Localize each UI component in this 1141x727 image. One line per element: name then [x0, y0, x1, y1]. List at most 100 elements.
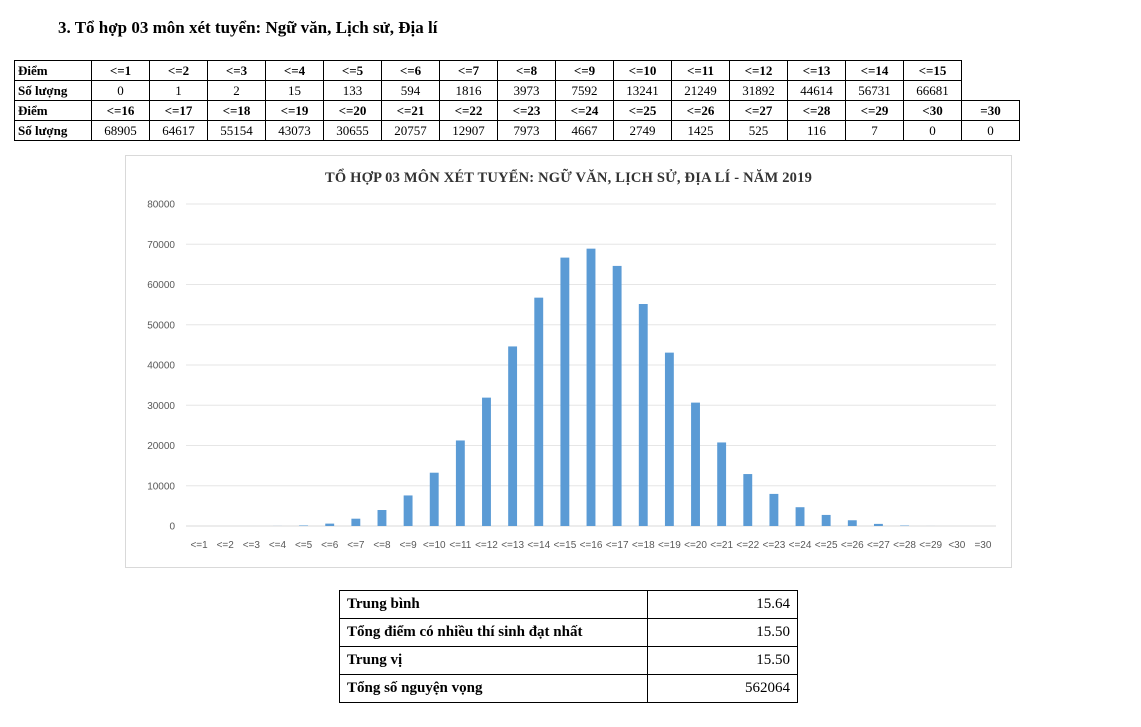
chart-plot: 0 10000 20000 30000 40000 50000 60000 70000 8000…: [147, 200, 996, 551]
x-tick-label: <=2: [217, 540, 235, 551]
score-cell: <=9: [555, 60, 614, 81]
count-cell: 4667: [555, 120, 614, 141]
score-cell: <=5: [323, 60, 382, 81]
count-cell: 525: [729, 120, 788, 141]
x-tick-label: <=25: [815, 540, 838, 551]
x-tick-label: <=4: [269, 540, 287, 551]
count-cell: 133: [323, 80, 382, 101]
x-tick-label: <=16: [580, 540, 603, 551]
bar: [482, 397, 491, 526]
x-tick-label: <=5: [295, 540, 313, 551]
stats-row: Trung vị 15.50: [339, 646, 798, 675]
x-tick-label: <=23: [762, 540, 785, 551]
score-distribution-table: Điểm <=1 <=2 <=3 <=4 <=5 <=6 <=7 <=8 <=9 <=10 <=11 <…: [14, 60, 1020, 141]
bar: [325, 523, 335, 526]
stats-row: Tổng điểm có nhiều thí sinh đạt nhất 15.5…: [339, 618, 798, 647]
count-row: Số lượng 0 1 2 15 133 594 1816 3973 7592 13241 2124…: [14, 80, 1020, 101]
bar: [638, 304, 648, 526]
score-cell: <=12: [729, 60, 788, 81]
score-cell: <=27: [729, 100, 788, 121]
stats-label: Trung bình: [339, 590, 648, 619]
count-cell: 30655: [323, 120, 382, 141]
x-tick-label: <=19: [658, 540, 681, 551]
score-cell: =30: [961, 100, 1020, 121]
count-cell: 0: [903, 120, 962, 141]
score-cell: <=24: [555, 100, 614, 121]
score-cell: <=16: [91, 100, 150, 121]
bar: [612, 265, 622, 526]
bar: [351, 518, 361, 526]
score-cell: <=8: [497, 60, 556, 81]
y-tick-label: 30000: [147, 401, 175, 412]
bar: [873, 523, 883, 526]
bar: [586, 248, 596, 526]
count-cell: 0: [91, 80, 150, 101]
bar: [821, 514, 831, 526]
count-cell: 68905: [91, 120, 150, 141]
score-cell: <=21: [381, 100, 440, 121]
score-cell: <=3: [207, 60, 266, 81]
bar: [403, 495, 413, 526]
score-row-label: Điểm: [14, 100, 92, 121]
count-cell: 44614: [787, 80, 846, 101]
x-tick-label: <=24: [789, 540, 812, 551]
bar: [429, 472, 439, 526]
count-cell: 7: [845, 120, 904, 141]
score-cell: <=23: [497, 100, 556, 121]
x-tick-label: <=3: [243, 540, 261, 551]
count-row-label: Số lượng: [14, 80, 92, 101]
count-row: Số lượng 68905 64617 55154 43073 30655 20757 12…: [14, 120, 1020, 141]
stats-row: Tổng số nguyện vọng 562064: [339, 674, 798, 703]
count-cell: 7973: [497, 120, 556, 141]
x-tick-label: <=12: [475, 540, 498, 551]
y-tick-label: 60000: [147, 280, 175, 291]
count-cell: 15: [265, 80, 324, 101]
count-cell: 3973: [497, 80, 556, 101]
x-tick-label: <=7: [347, 540, 365, 551]
stats-value: 15.50: [647, 618, 798, 647]
count-cell: 2: [207, 80, 266, 101]
count-cell: 66681: [903, 80, 962, 101]
y-tick-label: 80000: [147, 200, 175, 211]
count-cell: 116: [787, 120, 846, 141]
count-cell: 7592: [555, 80, 614, 101]
stats-value: 15.50: [647, 646, 798, 675]
x-tick-label: <=17: [606, 540, 629, 551]
score-cell: <=6: [381, 60, 440, 81]
count-cell: 21249: [671, 80, 730, 101]
x-tick-label: <=8: [373, 540, 391, 551]
score-cell: <=2: [149, 60, 208, 81]
x-tick-label: <=27: [867, 540, 890, 551]
bar: [717, 442, 727, 526]
score-row-label: Điểm: [14, 60, 92, 81]
count-cell: 0: [961, 120, 1020, 141]
y-tick-label: 10000: [147, 481, 175, 492]
x-tick-label: <=20: [684, 540, 707, 551]
y-tick-label: 70000: [147, 240, 175, 251]
score-cell: <=26: [671, 100, 730, 121]
count-cell: 64617: [149, 120, 208, 141]
count-row-label: Số lượng: [14, 120, 92, 141]
bar: [691, 402, 700, 526]
x-tick-label: <=28: [893, 540, 916, 551]
x-tick-label: <=6: [321, 540, 339, 551]
section-heading: 3. Tổ hợp 03 môn xét tuyển: Ngữ văn, Lịc…: [58, 18, 438, 37]
bar: [508, 346, 518, 526]
bar: [377, 510, 387, 526]
bar: [664, 352, 674, 526]
score-cell: <=20: [323, 100, 382, 121]
score-cell: <=18: [207, 100, 266, 121]
count-cell: 12907: [439, 120, 498, 141]
score-cell: <=11: [671, 60, 730, 81]
y-tick-label: 20000: [147, 441, 175, 452]
stats-label: Tổng điểm có nhiều thí sinh đạt nhất: [339, 618, 648, 647]
bar: [560, 257, 570, 526]
x-tick-label: <=10: [423, 540, 446, 551]
stats-value: 15.64: [647, 590, 798, 619]
score-cell: <=17: [149, 100, 208, 121]
x-tick-label: <30: [948, 540, 965, 551]
score-row: Điểm <=16 <=17 <=18 <=19 <=20 <=21 <=22 <=23 <=24…: [14, 100, 1020, 121]
bar: [455, 440, 465, 526]
y-tick-label: 50000: [147, 320, 175, 331]
score-cell: <30: [903, 100, 962, 121]
